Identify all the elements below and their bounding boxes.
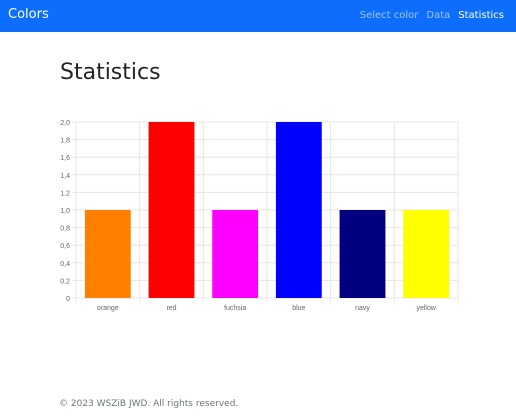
- bar-orange: [84, 210, 131, 298]
- brand-link[interactable]: Colors: [8, 7, 49, 22]
- y-tick-label: 1,6: [60, 155, 70, 162]
- y-tick-label: 0,4: [60, 261, 70, 268]
- y-tick-label: 0,2: [60, 278, 70, 285]
- bar-yellow: [403, 210, 450, 298]
- x-tick-label: red: [166, 305, 176, 312]
- x-tick-label: orange: [97, 305, 119, 312]
- y-tick-label: 1,0: [60, 208, 70, 215]
- nav-link-statistics[interactable]: Statistics: [458, 10, 504, 21]
- y-tick-label: 0,6: [60, 243, 70, 250]
- footer-copyright: © 2023 WSZiB JWD. All rights reserved.: [59, 399, 239, 409]
- y-tick-label: 0: [66, 296, 70, 303]
- bar-fuchsia: [212, 210, 259, 298]
- x-tick-label: fuchsia: [224, 305, 246, 312]
- nav-links: Select color Data Statistics: [360, 10, 504, 21]
- y-tick-label: 0,8: [60, 226, 70, 233]
- bar-navy: [339, 210, 386, 298]
- bar-chart: 0 0,2 0,4 0,6 0,8 1,0 1,2 1,4 1,6 1,8 2,0 orange red…: [60, 120, 459, 312]
- nav-link-select-color[interactable]: Select color: [359, 10, 419, 21]
- x-tick-label: yellow: [416, 305, 436, 312]
- page-title: Statistics: [60, 60, 161, 85]
- y-tick-label: 1,2: [60, 190, 70, 197]
- bar-blue: [275, 122, 322, 298]
- x-tick-label: blue: [292, 305, 305, 312]
- navbar: Colors Select color Data Statistics: [0, 0, 516, 32]
- y-tick-label: 1,8: [60, 138, 70, 145]
- x-tick-label: navy: [355, 305, 370, 312]
- y-tick-label: 1,4: [60, 173, 70, 180]
- bar-red: [148, 122, 195, 298]
- nav-link-data[interactable]: Data: [426, 10, 451, 21]
- y-tick-label: 2,0: [60, 120, 70, 127]
